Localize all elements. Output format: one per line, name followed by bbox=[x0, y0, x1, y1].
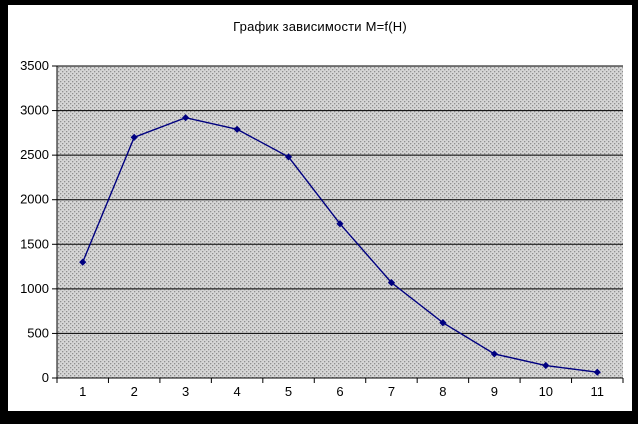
data-point-marker bbox=[182, 114, 190, 122]
data-point-marker bbox=[542, 361, 550, 370]
y-tick-label: 1500 bbox=[20, 236, 49, 251]
x-tick-label: 3 bbox=[182, 384, 189, 399]
x-tick-label: 5 bbox=[285, 384, 292, 399]
y-tick-label: 2000 bbox=[20, 192, 49, 207]
x-tick-label: 4 bbox=[233, 384, 240, 399]
x-tick-label: 9 bbox=[491, 384, 498, 399]
chart-area: График зависимости M=f(H) 0 500 1000 1500 20… bbox=[8, 5, 632, 411]
x-tick-label: 8 bbox=[439, 384, 446, 399]
data-point-marker bbox=[233, 125, 241, 133]
x-tick-label: 2 bbox=[131, 384, 138, 399]
y-tick-label: 2500 bbox=[20, 147, 49, 162]
y-tick-label: 500 bbox=[27, 325, 49, 340]
y-tick-label: 0 bbox=[42, 370, 49, 385]
x-tick-label: 7 bbox=[388, 384, 395, 399]
x-tick-label: 10 bbox=[539, 384, 553, 399]
y-tick-label: 3000 bbox=[20, 103, 49, 118]
x-tick-label: 6 bbox=[336, 384, 343, 399]
data-point-marker bbox=[284, 153, 293, 161]
data-point-marker bbox=[439, 319, 447, 327]
y-tick-label: 1000 bbox=[20, 281, 49, 296]
data-point-marker bbox=[593, 368, 601, 376]
data-point-marker bbox=[130, 133, 138, 141]
line-chart: 0 500 1000 1500 2000 2500 3000 3500 1 2 3 4 5 6 7 8 9 10 1… bbox=[20, 58, 624, 399]
data-point-marker bbox=[387, 279, 396, 287]
x-tick-label: 11 bbox=[591, 384, 605, 399]
chart-title: График зависимости M=f(H) bbox=[233, 19, 407, 34]
data-point-marker bbox=[490, 350, 498, 358]
y-tick-label: 3500 bbox=[20, 58, 49, 73]
plot-group: 0 500 1000 1500 2000 2500 3000 3500 1 2 3 4 5 6 7 8 9 10 1… bbox=[20, 58, 624, 399]
x-tick-label: 1 bbox=[79, 384, 86, 399]
data-point-marker bbox=[336, 220, 344, 228]
